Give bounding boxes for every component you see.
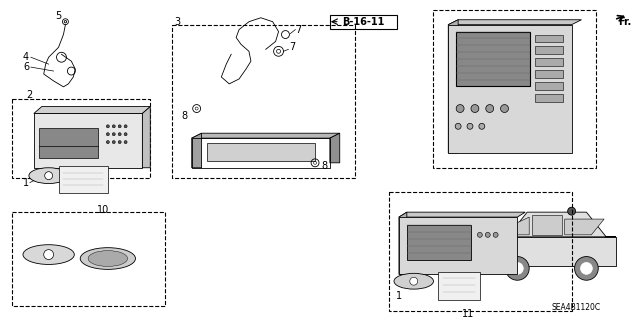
Ellipse shape [29,168,68,183]
Polygon shape [532,215,562,235]
Circle shape [511,263,524,274]
Ellipse shape [80,248,136,269]
Circle shape [493,232,498,237]
Circle shape [112,133,115,136]
Bar [433,10,596,168]
Circle shape [106,133,109,136]
Circle shape [112,141,115,144]
Text: 10: 10 [97,205,109,215]
Bar [207,143,315,161]
Text: 4: 4 [23,52,29,62]
Circle shape [106,141,109,144]
Polygon shape [448,20,458,153]
Bar [389,192,572,311]
Bar [58,166,108,193]
Text: 11: 11 [462,309,474,319]
Bar [12,212,165,306]
Circle shape [477,232,483,237]
Bar [39,128,98,158]
Circle shape [106,125,109,128]
Circle shape [118,141,121,144]
Polygon shape [488,237,616,266]
Circle shape [44,250,54,260]
Bar [535,46,563,54]
Circle shape [103,254,113,263]
Circle shape [124,141,127,144]
Bar [407,225,471,260]
Bar [12,99,150,178]
Polygon shape [192,133,340,138]
Text: Fr.: Fr. [618,17,631,27]
Circle shape [500,105,508,113]
Text: SEA4B1120C: SEA4B1120C [552,303,601,312]
Circle shape [124,133,127,136]
Polygon shape [34,107,150,114]
Circle shape [471,105,479,113]
Polygon shape [330,133,340,163]
Text: 8: 8 [322,161,328,171]
Text: 7: 7 [295,25,301,34]
Text: B-16-11: B-16-11 [342,17,385,27]
Circle shape [124,125,127,128]
Circle shape [455,123,461,129]
Circle shape [568,207,575,215]
Text: 8: 8 [182,111,188,122]
Ellipse shape [394,273,433,289]
Text: 5: 5 [56,11,61,21]
Bar [192,138,330,168]
Circle shape [575,256,598,280]
Ellipse shape [23,245,74,264]
Polygon shape [448,20,582,25]
Circle shape [485,232,490,237]
Polygon shape [399,212,407,274]
Polygon shape [399,212,525,217]
Circle shape [118,125,121,128]
Bar [34,114,142,168]
Circle shape [112,125,115,128]
Bar [438,272,480,300]
Polygon shape [192,133,202,168]
Bar [535,58,563,66]
Text: 2: 2 [26,90,32,100]
Text: 6: 6 [23,62,29,72]
Circle shape [118,133,121,136]
Bar [456,32,530,86]
Text: 1: 1 [396,291,402,301]
Polygon shape [564,219,604,235]
Bar [399,217,517,274]
Polygon shape [513,217,529,235]
Bar [448,25,572,153]
Bar [535,34,563,42]
Circle shape [479,123,484,129]
Polygon shape [488,212,616,237]
Bar [535,70,563,78]
Circle shape [580,263,593,274]
Circle shape [467,123,473,129]
Text: 3: 3 [174,17,180,27]
Circle shape [486,105,493,113]
Circle shape [456,105,464,113]
Bar [535,94,563,102]
Text: 1: 1 [23,178,29,188]
Bar [172,25,355,178]
Circle shape [506,256,529,280]
Circle shape [45,172,52,180]
Bar [535,82,563,90]
Circle shape [410,277,418,285]
Ellipse shape [88,251,127,266]
Polygon shape [142,107,150,168]
Text: 7: 7 [289,42,296,52]
Bar [330,15,397,29]
